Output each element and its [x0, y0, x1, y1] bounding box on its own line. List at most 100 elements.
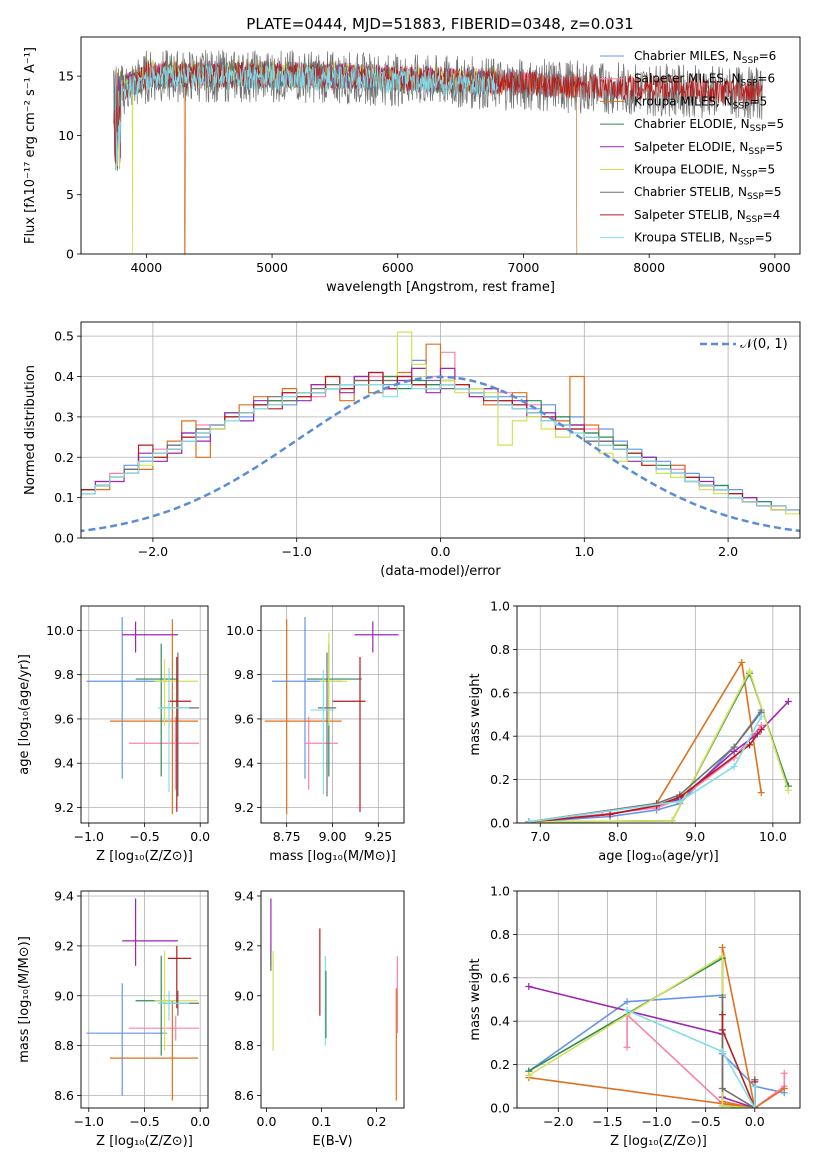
x-tick-label: 0.0 — [190, 1114, 210, 1129]
weight-marker — [757, 789, 765, 797]
errorbar-point — [122, 898, 178, 966]
y-tick-label: 0.1 — [54, 490, 74, 505]
legend-label: Salpeter ELODIE, NSSP=5 — [634, 140, 783, 157]
errorbar-point — [332, 656, 366, 812]
histogram-step — [81, 367, 800, 515]
histogram-step — [81, 371, 800, 515]
y-tick-label: 9.0 — [54, 988, 74, 1003]
weight-marker — [718, 1011, 726, 1019]
axis-ticks: 8.75 9.00 9.25 9.2 9.4 9.6 9.8 10.0 — [226, 623, 392, 844]
errorbar-point — [86, 617, 167, 779]
x-axis-label: wavelength [Angstrom, rest frame] — [326, 280, 555, 295]
legend-sub: SSP — [748, 147, 765, 157]
legend-text: =6 — [757, 72, 775, 86]
y-tick-label: 0 — [66, 247, 74, 262]
legend-text: Salpeter MILES, N — [634, 72, 741, 86]
y-tick-label: 8.8 — [234, 1038, 254, 1053]
errorbar-point — [264, 619, 342, 815]
legend-label: Chabrier MILES, NSSP=6 — [634, 49, 776, 66]
y-tick-label: 0.4 — [490, 1014, 510, 1029]
weight-marker — [730, 763, 738, 771]
weight-marker — [623, 1043, 631, 1051]
x-tick-label: 0.0 — [431, 544, 451, 559]
spectrum-line — [114, 64, 499, 169]
errorbar-point — [310, 670, 335, 795]
panel-weight_vs_Z: −2.0 −1.5 −1.0 −0.5 0.0 0.0 0.2 0.4 0.6 0.8 1.0 Z [… — [468, 884, 801, 1149]
plot-area — [270, 898, 398, 1101]
x-tick-label: −1.5 — [592, 1114, 622, 1129]
x-tick-label: 0.0 — [190, 829, 210, 844]
weight-marker — [718, 1084, 726, 1092]
weight-marker — [653, 802, 661, 810]
y-axis-label: Flux [fλ10⁻¹⁷ erg cm⁻² s⁻¹ A⁻¹] — [23, 47, 38, 244]
axis-ticks: 0.0 0.1 0.2 8.6 8.8 9.0 9.2 9.4 — [234, 888, 386, 1129]
y-tick-label: 0.5 — [54, 329, 74, 344]
errorbar-point — [317, 652, 337, 797]
weight-marker — [730, 743, 738, 751]
legend-label: Kroupa STELIB, NSSP=5 — [634, 231, 772, 248]
x-tick-label: 8.0 — [608, 829, 628, 844]
y-tick-label: 0.4 — [490, 729, 510, 744]
x-axis-label: Z [log₁₀(Z/Z⊙)] — [96, 849, 193, 864]
errorbar-point — [167, 656, 192, 812]
x-tick-label: 9.00 — [319, 829, 347, 844]
x-tick-label: 1.0 — [574, 544, 594, 559]
legend-label: Salpeter STELIB, NSSP=4 — [634, 208, 780, 225]
x-axis-label: age [log₁₀(age/yr)] — [598, 849, 719, 864]
y-tick-label: 10.0 — [226, 623, 254, 638]
legend-text: Salpeter ELODIE, N — [634, 140, 748, 154]
weight-marker — [606, 810, 614, 818]
x-axis-label: Z [log₁₀(Z/Z⊙)] — [96, 1134, 193, 1149]
histogram-step — [81, 331, 800, 519]
weight-line — [528, 729, 762, 823]
weight-line — [528, 669, 790, 823]
legend-text: =5 — [755, 231, 773, 245]
errorbar-point — [109, 619, 198, 815]
weight-marker — [757, 713, 765, 721]
weight-marker — [718, 1048, 726, 1056]
y-tick-label: 0.6 — [490, 970, 510, 985]
y-tick-label: 9.4 — [54, 756, 74, 771]
y-tick-label: 0.0 — [490, 1101, 510, 1116]
y-axis-label: age [log₁₀(age/yr)] — [17, 654, 32, 775]
axes-frame — [516, 890, 801, 1109]
weight-marker — [525, 818, 533, 823]
y-tick-label: 8.6 — [54, 1088, 74, 1103]
errorbar-point — [135, 955, 178, 1056]
legend-text: =5 — [757, 163, 775, 177]
axis-ticks: −2.0 −1.5 −1.0 −0.5 0.0 0.0 0.2 0.4 0.6 0.8 1.0 — [490, 884, 765, 1130]
x-tick-label: 9.0 — [685, 829, 705, 844]
weight-marker — [676, 797, 684, 805]
plot-area — [86, 898, 200, 1101]
legend-text: Salpeter STELIB, N — [634, 208, 746, 222]
y-tick-label: 0.4 — [54, 369, 74, 384]
legend-sub: SSP — [742, 56, 759, 66]
weight-marker — [746, 667, 754, 675]
legend-sub: SSP — [741, 170, 758, 180]
histogram-step — [81, 343, 800, 515]
weight-marker — [746, 741, 754, 749]
x-tick-label: 7000 — [508, 260, 540, 275]
y-tick-label: 0.2 — [490, 772, 510, 787]
legend-label: Salpeter MILES, NSSP=6 — [634, 72, 775, 89]
y-tick-label: 9.4 — [234, 756, 254, 771]
y-tick-label: 9.2 — [54, 800, 74, 815]
weight-marker — [623, 1006, 631, 1014]
histogram-step — [81, 375, 800, 515]
x-tick-label: 9.25 — [364, 829, 392, 844]
weight-line — [528, 716, 762, 823]
y-tick-label: 9.2 — [234, 938, 254, 953]
legend-text: Chabrier STELIB, N — [634, 185, 747, 199]
weight-line — [528, 660, 762, 823]
y-tick-label: 9.8 — [54, 667, 74, 682]
legend-text: =5 — [766, 117, 784, 131]
weight-marker — [784, 786, 792, 794]
axis-ticks: 4000 5000 6000 7000 8000 9000 0 5 10 15 — [58, 69, 791, 275]
y-tick-label: 0.8 — [490, 642, 510, 657]
errorbar-point — [86, 983, 167, 1096]
legend-text: =6 — [759, 49, 777, 63]
x-tick-label: −1.0 — [641, 1114, 671, 1129]
y-tick-label: 1.0 — [490, 599, 510, 614]
